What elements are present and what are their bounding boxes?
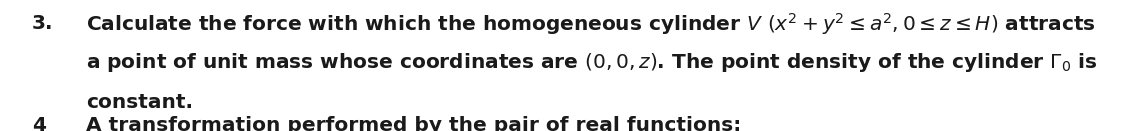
Text: A transformation performed by the pair of real functions:: A transformation performed by the pair o… [86,116,741,131]
Text: Calculate the force with which the homogeneous cylinder $V$ $(x^2 + y^2 \leq a^2: Calculate the force with which the homog… [86,11,1096,37]
Text: 3.: 3. [32,14,54,33]
Text: constant.: constant. [86,93,193,112]
Text: a point of unit mass whose coordinates are $(0, 0, z)$. The point density of the: a point of unit mass whose coordinates a… [86,51,1098,74]
Text: 4: 4 [32,116,46,131]
